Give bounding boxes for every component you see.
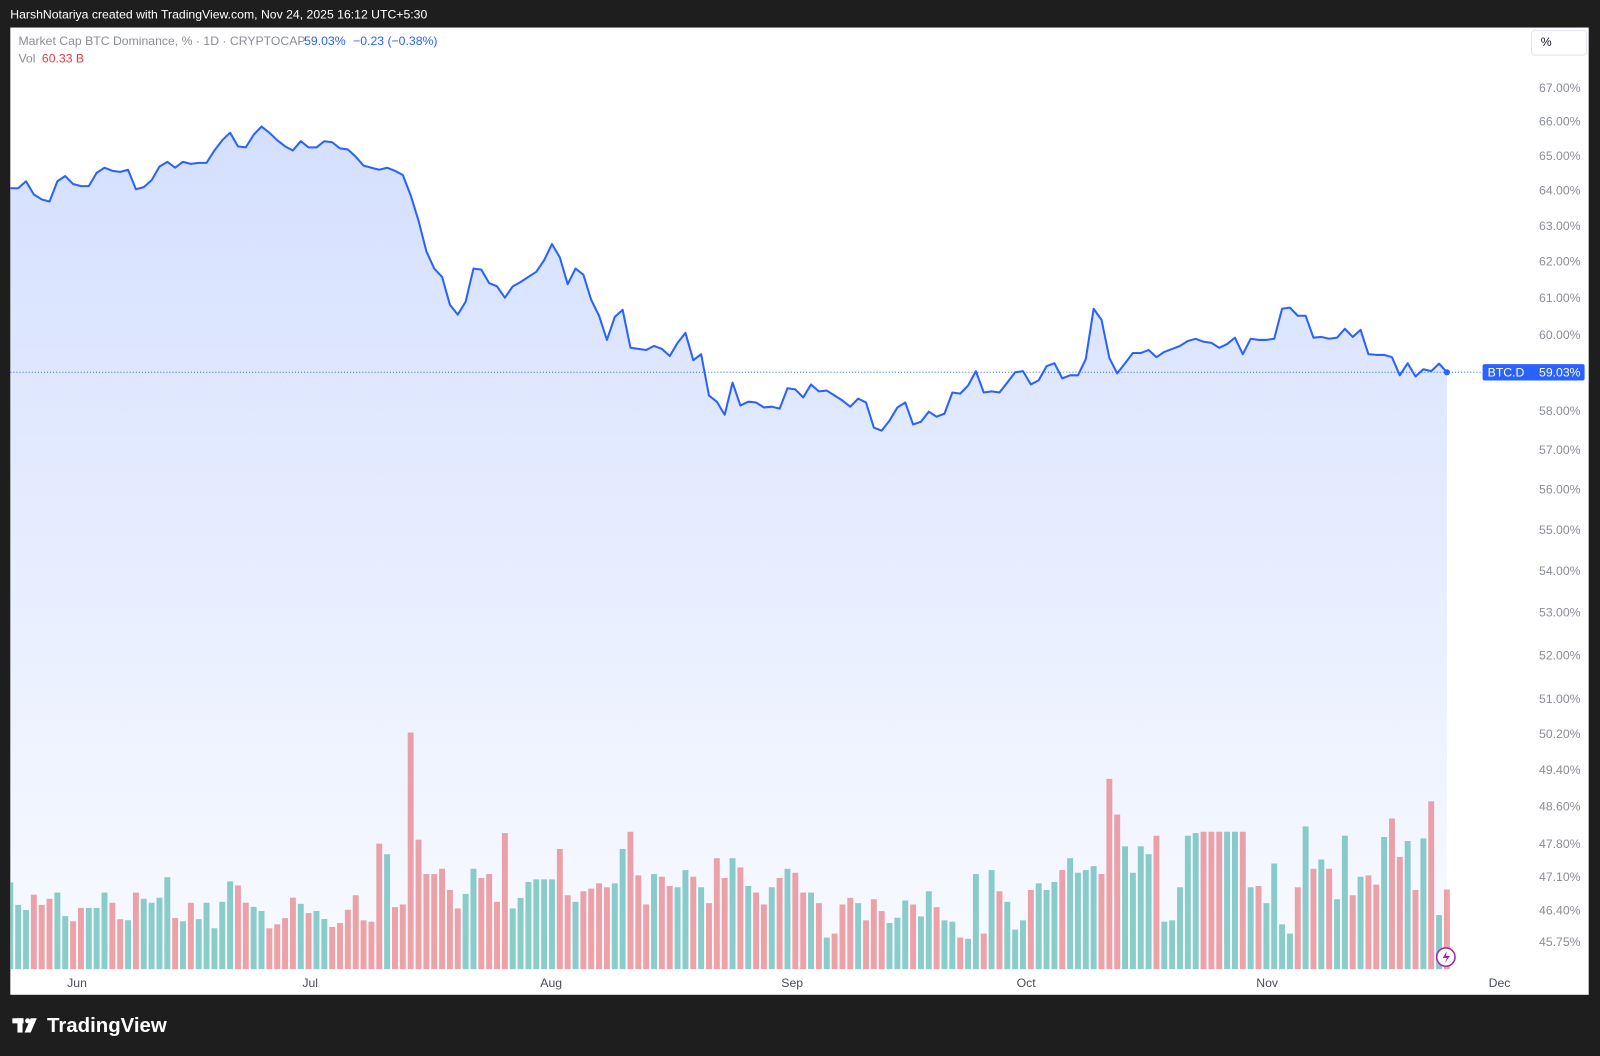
axes: 67.00% 66.00% 65.00% 64.00% 63.00% 62.00% 61.0… bbox=[67, 81, 1580, 990]
x-tick-label: Nov bbox=[1256, 976, 1279, 990]
y-tick-label: 57.00% bbox=[1539, 443, 1581, 457]
x-tick-label: Sep bbox=[781, 976, 803, 990]
last-value: 59.03% bbox=[304, 34, 346, 48]
y-tick-label: 47.80% bbox=[1539, 837, 1581, 851]
y-tick-label: 55.00% bbox=[1539, 523, 1581, 537]
y-tick-label: 49.40% bbox=[1539, 763, 1581, 777]
symbol-title: Market Cap BTC Dominance, % · 1D · CRYPT… bbox=[18, 34, 305, 48]
x-tick-label: Dec bbox=[1489, 976, 1511, 990]
attribution: HarshNotariya created with TradingView.c… bbox=[10, 8, 427, 22]
price-tag-symbol: BTC.D bbox=[1488, 366, 1525, 380]
logo-slash bbox=[24, 1018, 37, 1033]
y-tick-label: 60.00% bbox=[1539, 328, 1581, 342]
logo-dot bbox=[25, 1018, 31, 1024]
x-tick-label: Oct bbox=[1017, 976, 1037, 990]
y-tick-label: 46.40% bbox=[1539, 903, 1581, 917]
y-tick-label: 45.75% bbox=[1539, 935, 1581, 949]
scale-button[interactable] bbox=[1531, 30, 1588, 56]
x-tick-label: Jul bbox=[302, 976, 318, 990]
x-tick-label: Jun bbox=[67, 976, 87, 990]
y-tick-label: 47.10% bbox=[1539, 870, 1581, 884]
y-tick-label: 48.60% bbox=[1539, 800, 1581, 814]
y-tick-label: 58.00% bbox=[1539, 404, 1581, 418]
y-tick-label: 61.00% bbox=[1539, 291, 1581, 305]
y-tick-label: 51.00% bbox=[1539, 692, 1581, 706]
line bbox=[10, 125, 1448, 432]
alert-bolt bbox=[1442, 950, 1450, 964]
last-point bbox=[1443, 369, 1450, 376]
y-tick-label: 52.00% bbox=[1539, 648, 1581, 662]
y-tick-label: 65.00% bbox=[1539, 149, 1581, 163]
y-tick-label: 63.00% bbox=[1539, 219, 1581, 233]
y-tick-label: 66.00% bbox=[1539, 115, 1581, 129]
scale-button-label[interactable]: % bbox=[1541, 35, 1552, 49]
volume-value: 60.33 B bbox=[42, 51, 84, 65]
y-tick-label: 56.00% bbox=[1539, 482, 1581, 496]
y-tick-label: 67.00% bbox=[1539, 81, 1581, 95]
area bbox=[10, 126, 1447, 970]
change: −0.23 (−0.38%) bbox=[353, 34, 437, 48]
price-tag-value: 59.03% bbox=[1539, 366, 1581, 380]
logo-stem bbox=[17, 1018, 23, 1033]
y-tick-label: 53.00% bbox=[1539, 606, 1581, 620]
plot-area bbox=[10, 125, 1450, 970]
y-tick-label: 62.00% bbox=[1539, 255, 1581, 269]
brand-logo bbox=[12, 1018, 37, 1033]
volume-name: Vol bbox=[18, 51, 35, 65]
y-tick-label: 64.00% bbox=[1539, 184, 1581, 198]
y-tick-label: 54.00% bbox=[1539, 564, 1581, 578]
y-tick-label: 50.20% bbox=[1539, 727, 1581, 741]
x-tick-label: Aug bbox=[540, 976, 562, 990]
brand-name: TradingView bbox=[47, 1015, 167, 1037]
price-tag bbox=[1482, 364, 1585, 381]
